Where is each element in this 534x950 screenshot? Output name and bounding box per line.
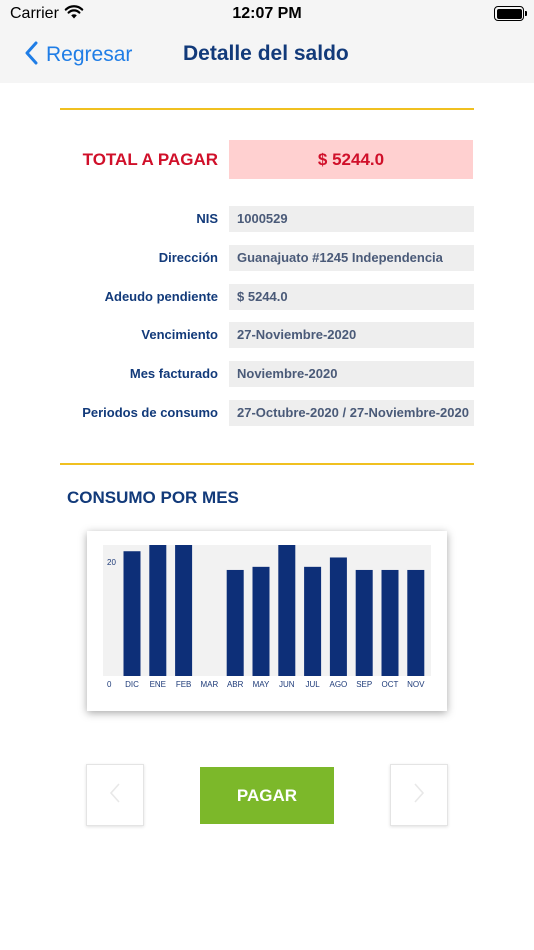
bar-abr	[226, 569, 244, 676]
field-label: Vencimiento	[141, 327, 218, 342]
back-button-label: Regresar	[46, 43, 133, 66]
x-tick-label: NOV	[407, 680, 425, 689]
x-tick-label: MAY	[253, 680, 270, 689]
x-tick-label: JUL	[305, 680, 320, 689]
x-tick-label: OCT	[382, 680, 399, 689]
x-tick-label: JUN	[279, 680, 295, 689]
x-tick-label: ENE	[150, 680, 166, 689]
field-row-direccion: Dirección Guanajuato #1245 Independencia	[60, 245, 474, 271]
bar-jul	[304, 566, 322, 676]
middle-divider	[60, 463, 474, 465]
bar-ago	[329, 557, 347, 676]
field-value-adeudo: $ 5244.0	[229, 284, 474, 310]
field-row-mes-facturado: Mes facturado Noviembre-2020	[60, 361, 474, 387]
field-label: Periodos de consumo	[82, 405, 218, 420]
bar-dic	[123, 551, 141, 676]
field-label: Dirección	[158, 250, 218, 265]
field-value-direccion: Guanajuato #1245 Independencia	[229, 245, 474, 271]
chevron-left-icon	[109, 782, 121, 808]
clock: 12:07 PM	[232, 5, 302, 22]
field-row-periodos: Periodos de consumo 27-Octubre-2020 / 27…	[60, 400, 474, 426]
field-value-vencimiento: 27-Noviembre-2020	[229, 322, 474, 348]
navigation-bar: Regresar Detalle del saldo	[0, 28, 534, 83]
field-row-adeudo: Adeudo pendiente $ 5244.0	[60, 284, 474, 310]
field-value-nis: 1000529	[229, 206, 474, 232]
status-bar: Carrier 12:07 PM	[0, 0, 534, 28]
previous-button[interactable]	[86, 764, 144, 826]
field-label: NIS	[196, 211, 218, 226]
x-tick-label: AGO	[330, 680, 348, 689]
x-tick-label: MAR	[201, 680, 219, 689]
field-label: Adeudo pendiente	[104, 289, 218, 304]
field-row-vencimiento: Vencimiento 27-Noviembre-2020	[60, 322, 474, 348]
consumo-chart: 0 20 DIC ENE FEB MAR ABR MAY JUN JUL AGO SEP OCT NOV	[87, 531, 447, 711]
x-tick-label: SEP	[356, 680, 372, 689]
bar-may	[252, 566, 270, 676]
battery-icon	[494, 6, 527, 21]
bar-feb	[175, 545, 193, 676]
x-tick-label: ABR	[227, 680, 244, 689]
chevron-left-icon	[24, 41, 38, 70]
y-tick-label: 0	[107, 680, 112, 689]
next-button[interactable]	[390, 764, 448, 826]
back-button[interactable]: Regresar	[24, 40, 132, 70]
consumo-chart-svg: 0 20 DIC ENE FEB MAR ABR MAY JUN JUL AGO SEP OCT NOV	[103, 545, 431, 689]
bar-sep	[355, 569, 373, 676]
bar-oct	[381, 569, 399, 676]
page-title: Detalle del saldo	[183, 42, 349, 65]
bar-jun	[278, 545, 296, 676]
field-label: Mes facturado	[129, 366, 218, 381]
field-row-nis: NIS 1000529	[60, 206, 474, 232]
bar-nov	[407, 569, 425, 676]
field-value-mes-facturado: Noviembre-2020	[229, 361, 474, 387]
consumo-section-title: CONSUMO POR MES	[67, 488, 239, 507]
x-tick-label: FEB	[176, 680, 192, 689]
y-tick-label: 20	[107, 558, 116, 567]
wifi-icon	[64, 4, 84, 25]
carrier-label: Carrier	[10, 5, 59, 22]
top-divider	[60, 108, 474, 110]
total-amount: $ 5244.0	[229, 140, 473, 179]
x-tick-label: DIC	[125, 680, 139, 689]
total-label: TOTAL A PAGAR	[82, 150, 218, 169]
pay-button[interactable]: PAGAR	[200, 767, 334, 824]
bar-ene	[149, 545, 167, 676]
chevron-right-icon	[413, 782, 425, 808]
field-value-periodos: 27-Octubre-2020 / 27-Noviembre-2020	[229, 400, 474, 426]
